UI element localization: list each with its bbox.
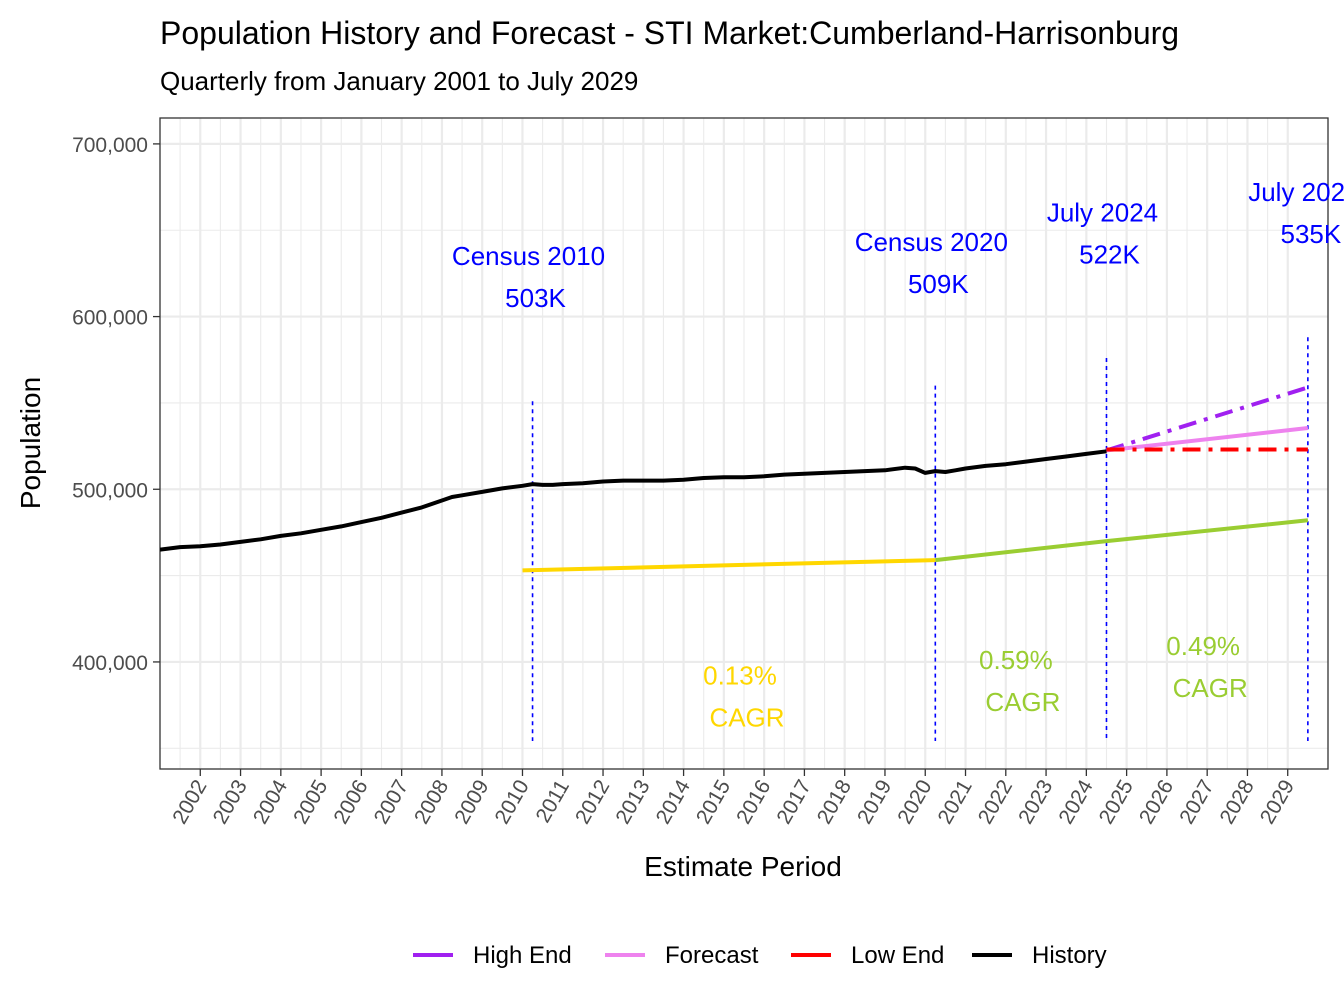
annotations: Census 2010 503K Census 2020 509K July 2024 5… bbox=[452, 177, 1344, 733]
x-tick-label: 2014 bbox=[652, 776, 695, 828]
y-tick-label: 600,000 bbox=[72, 307, 148, 330]
x-tick-label: 2013 bbox=[611, 776, 654, 828]
annotation-value: CAGR bbox=[709, 702, 784, 732]
x-tick-label: 2003 bbox=[209, 776, 252, 828]
x-tick-label: 2012 bbox=[571, 776, 614, 828]
x-tick-label: 2016 bbox=[732, 776, 775, 828]
series-lines bbox=[160, 385, 1309, 573]
legend: High End Forecast Low End History bbox=[413, 942, 1107, 969]
series-line-cagr-2024-2029 bbox=[1106, 518, 1309, 544]
x-tick-label: 2010 bbox=[491, 776, 534, 828]
gridlines bbox=[160, 118, 1328, 769]
y-tick-label: 500,000 bbox=[72, 479, 148, 502]
x-tick-label: 2005 bbox=[289, 776, 332, 828]
series-line-high-end bbox=[1105, 385, 1309, 453]
x-tick-label: 2025 bbox=[1095, 776, 1138, 828]
series-line-cagr-2020-2024 bbox=[935, 539, 1107, 563]
legend-label: History bbox=[1032, 942, 1107, 969]
annotation-label: Census 2020 bbox=[855, 227, 1008, 257]
x-tick-label: 2023 bbox=[1014, 776, 1057, 828]
legend-label: Forecast bbox=[665, 942, 759, 969]
annotation-value: CAGR bbox=[985, 687, 1060, 717]
x-tick-label: 2029 bbox=[1256, 776, 1299, 828]
y-tick-label: 400,000 bbox=[72, 652, 148, 675]
annotation-label: 0.59% bbox=[979, 645, 1053, 675]
annotation-label: 0.49% bbox=[1166, 631, 1240, 661]
annotation-value: 522K bbox=[1079, 240, 1140, 270]
annotation-label: July 2024 bbox=[1047, 198, 1158, 228]
x-tick-label: 2007 bbox=[370, 776, 413, 828]
x-tick-label: 2027 bbox=[1175, 776, 1218, 828]
chart-title: Population History and Forecast - STI Ma… bbox=[160, 15, 1179, 51]
chart-subtitle: Quarterly from January 2001 to July 2029 bbox=[160, 66, 638, 96]
x-tick-label: 2026 bbox=[1135, 776, 1178, 828]
annotation-label: Census 2010 bbox=[452, 241, 605, 271]
x-tick-label: 2021 bbox=[934, 776, 977, 828]
annotation-label: July 2029 bbox=[1248, 177, 1344, 207]
x-tick-label: 2020 bbox=[893, 776, 936, 828]
x-tick-label: 2011 bbox=[532, 776, 575, 827]
x-tick-label: 2015 bbox=[692, 776, 735, 828]
x-tick-label: 2022 bbox=[974, 776, 1017, 828]
series-line-history bbox=[160, 449, 1107, 552]
x-tick-label: 2008 bbox=[410, 776, 453, 828]
y-axis: 400,000 500,000 600,000 700,000 bbox=[72, 134, 160, 675]
legend-label: Low End bbox=[851, 942, 944, 969]
x-tick-label: 2019 bbox=[853, 776, 896, 828]
annotation-value: CAGR bbox=[1173, 673, 1248, 703]
annotation-value: 509K bbox=[908, 269, 969, 299]
x-tick-label: 2002 bbox=[168, 776, 211, 828]
y-tick-label: 700,000 bbox=[72, 134, 148, 157]
x-tick-label: 2009 bbox=[450, 776, 493, 828]
x-tick-label: 2018 bbox=[813, 776, 856, 828]
x-tick-label: 2006 bbox=[329, 776, 372, 828]
annotation-value: 535K bbox=[1280, 219, 1341, 249]
y-axis-label: Population bbox=[15, 377, 46, 509]
annotation-value: 503K bbox=[505, 283, 566, 313]
x-tick-label: 2024 bbox=[1054, 776, 1097, 828]
x-tick-label: 2004 bbox=[249, 776, 292, 828]
legend-label: High End bbox=[473, 942, 572, 969]
x-axis: 2002200320042005200620072008200920102011… bbox=[168, 769, 1299, 828]
series-line-forecast bbox=[1106, 426, 1309, 453]
annotation-label: 0.13% bbox=[703, 660, 777, 690]
x-axis-label: Estimate Period bbox=[644, 851, 842, 882]
x-tick-label: 2028 bbox=[1216, 776, 1259, 828]
series-line-cagr-2010-2020 bbox=[522, 558, 936, 573]
x-tick-label: 2017 bbox=[772, 776, 815, 828]
plot-panel bbox=[159, 117, 1329, 770]
